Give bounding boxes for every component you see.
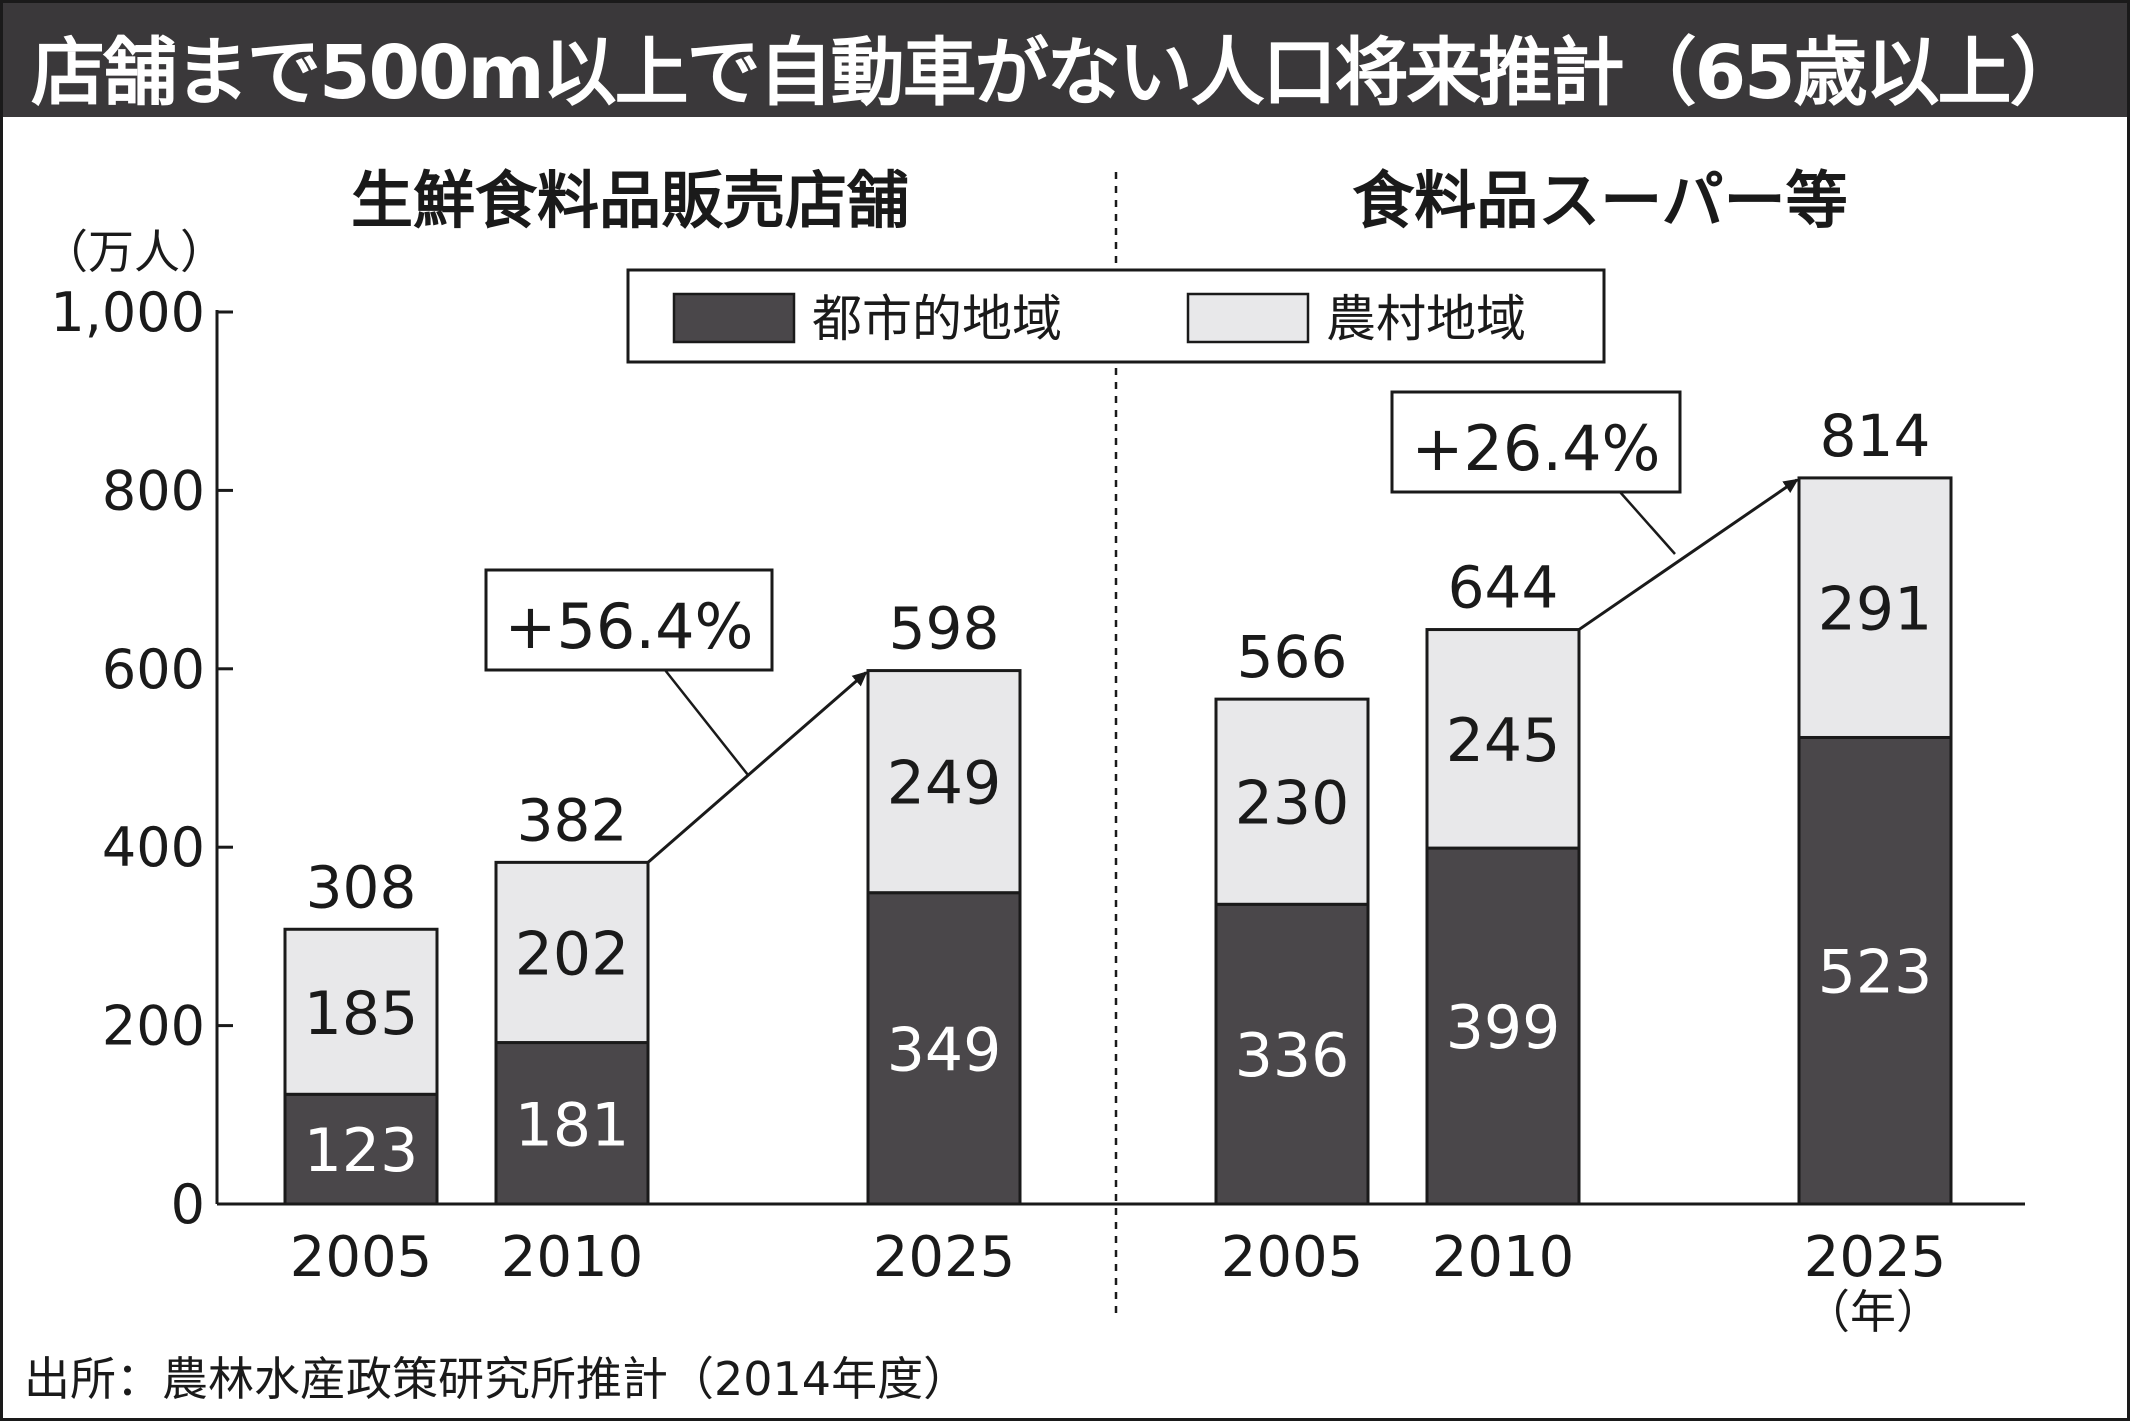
data-label-rural-1-2005: 230 xyxy=(1235,769,1350,839)
bar-rural-1-2005 xyxy=(1214,697,1370,906)
legend-label-rural: 農村地域 xyxy=(1326,290,1526,348)
data-label-total-1-2005: 566 xyxy=(1237,623,1348,691)
y-axis-unit-label: （万人） xyxy=(42,225,226,279)
annotation-layer: +56.4% +26.4% xyxy=(484,390,1799,864)
bar-urban-1-2005 xyxy=(1214,902,1370,1206)
data-label-rural-0-2025: 249 xyxy=(887,749,1002,819)
data-label-urban-1-2010: 399 xyxy=(1446,993,1561,1063)
callout-line-supermarket xyxy=(1619,491,1676,555)
annotation-supermarkets-text: +26.4% xyxy=(1412,412,1661,485)
data-label-urban-0-2025: 349 xyxy=(887,1015,1002,1085)
x-tick-label-1-2005: 2005 xyxy=(1221,1225,1364,1290)
x-tick-label-1-2025: 2025 xyxy=(1804,1225,1947,1290)
annotation-fresh-food-stores-text: +56.4% xyxy=(505,590,754,663)
bar-rural-0-2025 xyxy=(866,669,1022,895)
y-tick-label-800: 800 xyxy=(102,459,205,522)
y-tick-label-400: 400 xyxy=(102,816,205,879)
bar-urban-0-2025 xyxy=(866,891,1022,1206)
bar-rural-1-2010 xyxy=(1425,628,1581,850)
data-label-urban-0-2005: 123 xyxy=(304,1116,419,1186)
bars-layer xyxy=(283,476,1953,1206)
data-label-total-0-2010: 382 xyxy=(517,786,628,854)
x-tick-label-1-2010: 2010 xyxy=(1432,1225,1575,1290)
bar-rural-0-2005 xyxy=(283,927,439,1096)
annotation-box-supermarket xyxy=(1390,390,1682,494)
data-label-total-0-2025: 598 xyxy=(889,595,1000,663)
title-bar: 店舗まで500m以上で自動車がない人口将来推計（65歳以上） xyxy=(3,3,2127,117)
labels-layer: 123 185 308 2005 181 202 382 2010 349 249 598 2025 3… xyxy=(290,402,1947,1290)
bar-rural-1-2025 xyxy=(1797,476,1953,739)
legend-swatch-rural xyxy=(1186,292,1310,344)
annotation-box-fresh xyxy=(484,568,774,672)
data-label-total-1-2025: 814 xyxy=(1820,402,1931,470)
trend-arrow-fresh xyxy=(647,671,868,864)
bar-urban-1-2010 xyxy=(1425,846,1581,1206)
data-label-urban-1-2005: 336 xyxy=(1235,1021,1350,1091)
x-tick-label-0-2005: 2005 xyxy=(290,1225,433,1290)
source-note: 出所：農林水産政策研究所推計（2014年度） xyxy=(24,1352,970,1406)
callout-line-fresh xyxy=(664,669,749,776)
data-label-rural-0-2010: 202 xyxy=(515,919,630,989)
data-label-rural-0-2005: 185 xyxy=(304,979,419,1049)
data-label-rural-1-2010: 245 xyxy=(1446,706,1561,776)
y-tick-label-600: 600 xyxy=(102,638,205,701)
data-label-total-1-2010: 644 xyxy=(1448,554,1559,622)
x-tick-label-0-2025: 2025 xyxy=(873,1225,1016,1290)
year-unit-label: （年） xyxy=(1804,1285,1942,1339)
trend-arrow-supermarket xyxy=(1578,478,1799,631)
y-tick-label-1000: 1,000 xyxy=(50,281,205,344)
data-label-urban-1-2025: 523 xyxy=(1818,938,1933,1008)
annotation-supermarkets: +26.4% xyxy=(1390,390,1799,631)
y-tick-label-0: 0 xyxy=(171,1173,205,1236)
data-label-total-0-2005: 308 xyxy=(306,853,417,921)
bar-urban-0-2005 xyxy=(283,1092,439,1206)
chart-title: 店舗まで500m以上で自動車がない人口将来推計（65歳以上） xyxy=(31,30,2084,116)
bar-urban-1-2025 xyxy=(1797,735,1953,1206)
bar-rural-0-2010 xyxy=(494,860,650,1045)
panel-title-fresh-food-stores: 生鮮食料品販売店舗 xyxy=(351,164,909,237)
data-label-urban-0-2010: 181 xyxy=(515,1090,630,1160)
annotation-fresh-food-stores: +56.4% xyxy=(484,568,868,864)
x-tick-label-0-2010: 2010 xyxy=(501,1225,644,1290)
legend: 都市的地域 農村地域 xyxy=(626,268,1606,364)
data-label-rural-1-2025: 291 xyxy=(1818,575,1933,645)
legend-swatch-urban xyxy=(672,292,796,344)
y-tick-label-200: 200 xyxy=(102,995,205,1058)
legend-label-urban: 都市的地域 xyxy=(812,290,1062,348)
panel-title-supermarkets: 食料品スーパー等 xyxy=(1352,164,1847,237)
